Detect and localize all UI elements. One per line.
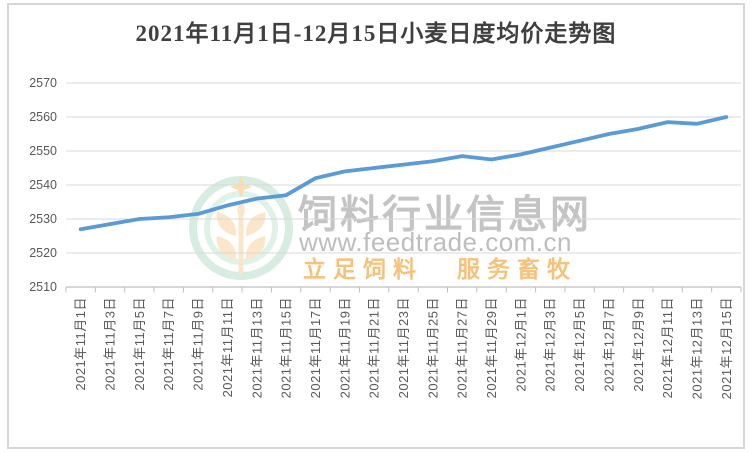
price-line	[78, 115, 729, 232]
x-axis-label: 2021年12月9日	[631, 297, 646, 392]
x-axis-label: 2021年11月15日	[279, 297, 294, 398]
x-axis-label: 2021年11月3日	[103, 297, 118, 391]
x-axis-label: 2021年11月11日	[220, 297, 235, 397]
watermark-url: www.feedtrade.com.cn	[299, 227, 573, 257]
watermark-slogan-left: 立足饲料	[303, 256, 423, 282]
y-axis-label: 2510	[29, 280, 57, 294]
watermark-site-name: 饲料行业信息网	[298, 194, 593, 237]
y-axis-label: 2570	[29, 76, 57, 90]
x-axis-label: 2021年11月17日	[308, 297, 323, 398]
x-axis-label: 2021年11月7日	[161, 297, 176, 391]
x-axis-label: 2021年11月29日	[484, 297, 499, 398]
y-axis-label: 2530	[29, 212, 57, 226]
x-axis-label: 2021年11月5日	[132, 297, 147, 391]
y-axis-label: 2520	[29, 246, 57, 260]
watermark-slogan-right: 服务畜牧	[457, 256, 577, 282]
x-axis-label: 2021年11月13日	[249, 297, 264, 398]
x-axis-label: 2021年12月15日	[719, 297, 734, 399]
x-axis-label: 2021年12月1日	[513, 297, 528, 392]
x-axis-label: 2021年11月27日	[455, 297, 470, 398]
x-axis-label: 2021年11月21日	[367, 297, 382, 398]
x-axis-label: 2021年12月5日	[572, 297, 587, 392]
wheat-icon	[216, 200, 266, 274]
x-axis-label: 2021年11月1日	[73, 297, 88, 391]
x-axis-label: 2021年12月11日	[660, 297, 675, 398]
y-axis-label: 2560	[29, 110, 57, 124]
y-axis-label: 2550	[29, 144, 57, 158]
x-axis-label: 2021年12月3日	[543, 297, 558, 392]
chart-title: 2021年11月1日-12月15日小麦日度均价走势图	[135, 21, 617, 46]
x-axis-label: 2021年11月9日	[191, 297, 206, 391]
x-axis-label: 2021年11月25日	[425, 297, 440, 398]
x-axis-label: 2021年11月19日	[337, 297, 352, 398]
x-axis-label: 2021年12月7日	[601, 297, 616, 392]
x-axis-label: 2021年12月13日	[689, 297, 704, 399]
feedtrade-logo-icon	[189, 176, 293, 280]
sparkle-icon	[230, 176, 252, 198]
watermark-slogan: 立足饲料 服务畜牧	[303, 250, 577, 284]
y-axis-label: 2540	[29, 178, 57, 192]
x-axis-label: 2021年11月23日	[396, 297, 411, 398]
